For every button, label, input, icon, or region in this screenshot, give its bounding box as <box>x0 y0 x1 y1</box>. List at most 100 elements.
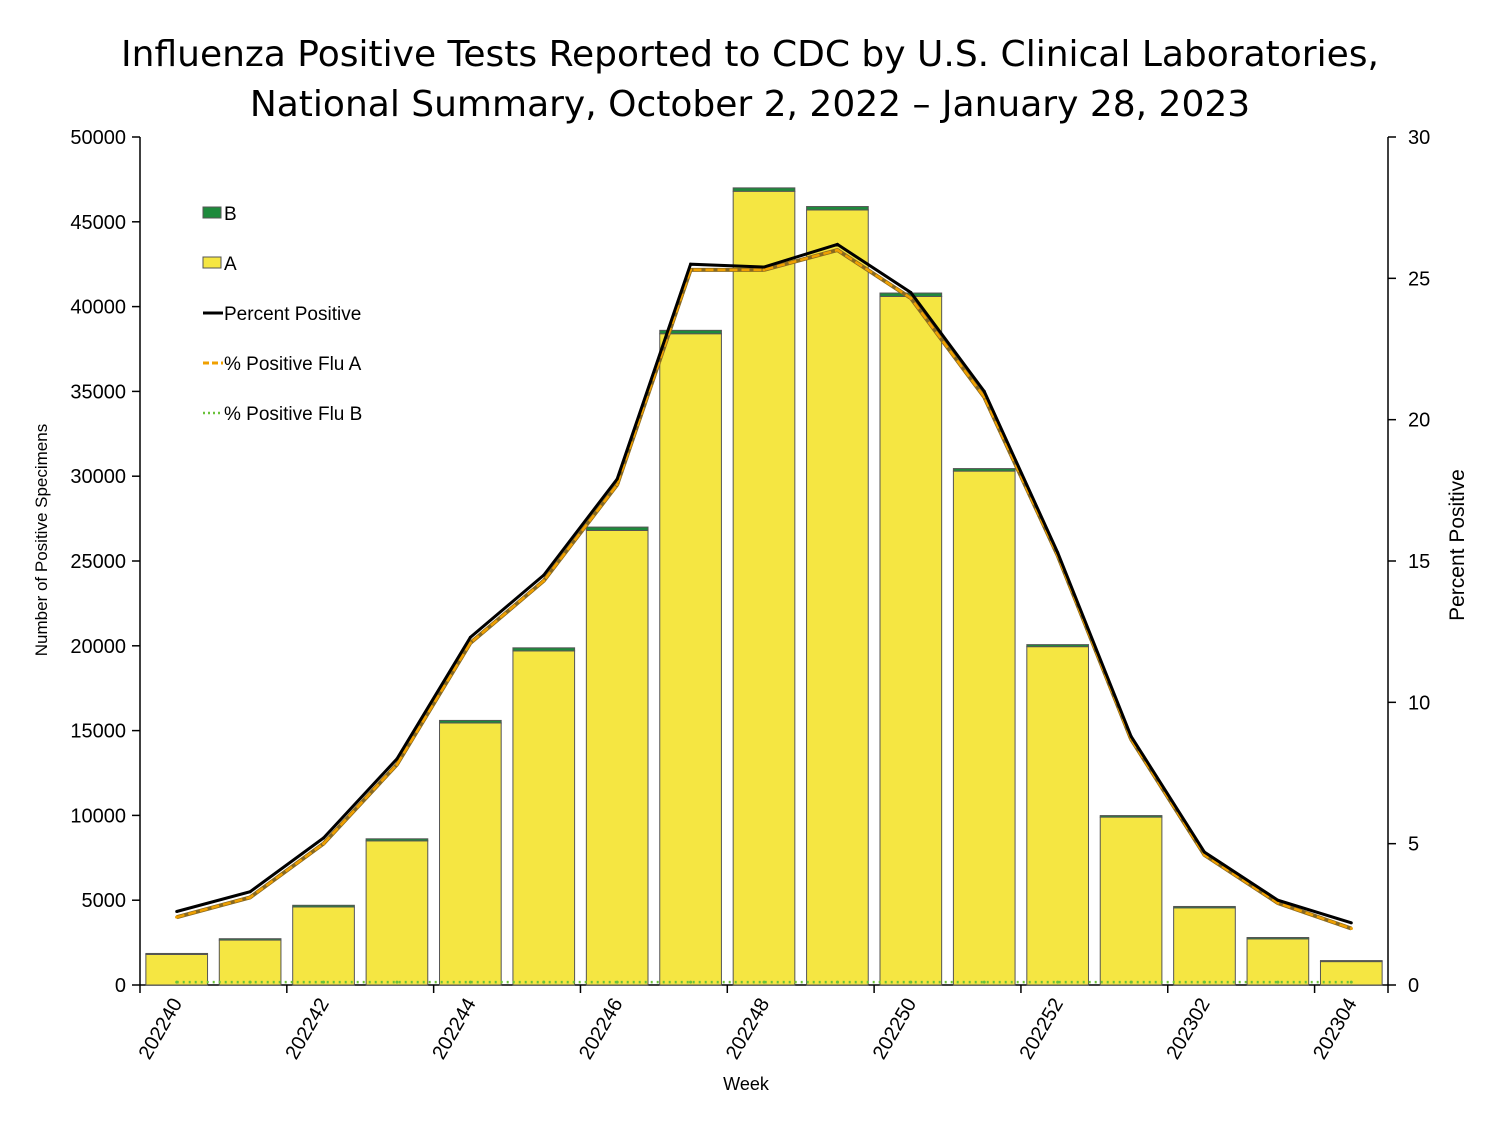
bar-b <box>585 526 649 531</box>
point-percent-positive <box>322 836 326 840</box>
y-right-tick-label: 15 <box>1408 551 1430 573</box>
point-flu-a <box>175 915 179 919</box>
bar-b <box>806 206 869 211</box>
point-flu-b <box>762 980 766 984</box>
y-left-tick-label: 0 <box>115 975 126 997</box>
point-percent-positive <box>1349 921 1353 925</box>
point-flu-b <box>1276 980 1280 984</box>
legend-swatch-a <box>202 256 222 269</box>
y-right-tick-label: 20 <box>1408 410 1430 432</box>
bar-b <box>218 938 282 941</box>
point-flu-b <box>1349 980 1353 984</box>
y-left-tick-label: 15000 <box>70 721 126 743</box>
bar-a <box>952 470 1016 986</box>
point-percent-positive <box>395 757 399 761</box>
bar-a <box>218 939 282 986</box>
x-tick-label: 202304 <box>1309 995 1361 1064</box>
bar-a <box>1246 938 1310 986</box>
point-flu-b <box>1056 980 1060 984</box>
point-percent-positive <box>468 635 472 639</box>
point-percent-positive <box>615 477 619 481</box>
point-flu-a <box>1276 901 1280 905</box>
bar-a <box>1173 907 1236 986</box>
y-left-tick-label: 20000 <box>70 636 126 658</box>
point-percent-positive <box>1276 898 1280 902</box>
legend-swatch-b <box>202 206 222 219</box>
x-tick-label: 202242 <box>281 995 333 1064</box>
bar-b <box>659 329 722 335</box>
point-percent-positive <box>689 262 693 266</box>
point-flu-b <box>395 980 399 984</box>
point-percent-positive <box>248 890 252 894</box>
legend-label: Percent Positive <box>224 304 361 325</box>
y-right-tick-label: 30 <box>1408 127 1430 149</box>
bar-a <box>145 953 209 986</box>
point-flu-b <box>615 980 619 984</box>
y-left-tick-label: 25000 <box>70 551 126 573</box>
chart-title: Influenza Positive Tests Reported to CDC… <box>0 30 1500 130</box>
y-left-tick-label: 30000 <box>70 466 126 488</box>
bar-b <box>145 952 209 955</box>
y-left-tick-label: 40000 <box>70 297 126 319</box>
y-right-tick-label: 25 <box>1408 268 1430 290</box>
bar-a <box>292 906 355 986</box>
bar-a <box>439 722 502 986</box>
legend-label: % Positive Flu A <box>224 354 362 375</box>
y-axis-left-label: Number of Positive Specimens <box>32 424 51 656</box>
x-tick-label: 202248 <box>722 995 774 1064</box>
point-flu-a <box>909 296 913 300</box>
point-flu-a <box>1349 926 1353 930</box>
y-right-tick-label: 10 <box>1408 692 1430 714</box>
point-percent-positive <box>1056 551 1060 555</box>
point-flu-a <box>248 895 252 899</box>
y-left-tick-label: 35000 <box>70 381 126 403</box>
point-flu-b <box>1202 980 1206 984</box>
bar-a <box>732 190 796 986</box>
x-tick-label: 202244 <box>428 995 480 1064</box>
x-tick-label: 202302 <box>1162 995 1214 1064</box>
lines <box>175 242 1353 984</box>
bar-a <box>512 650 576 986</box>
bar-b <box>1099 815 1163 818</box>
x-tick-label: 202246 <box>575 995 627 1064</box>
bar-b <box>365 838 429 842</box>
bar-b <box>1026 644 1089 648</box>
point-percent-positive <box>1202 850 1206 854</box>
y-left-tick-label: 5000 <box>82 890 127 912</box>
point-flu-a <box>468 641 472 645</box>
bar-a <box>659 333 722 986</box>
legend-label: % Positive Flu B <box>224 404 362 425</box>
legend: B A Percent Positive % Positive Flu A % Posi… <box>202 204 362 425</box>
point-percent-positive <box>982 389 986 393</box>
point-flu-b <box>689 980 693 984</box>
y-left-tick-label: 45000 <box>70 212 126 234</box>
point-flu-a <box>395 763 399 767</box>
point-percent-positive <box>835 242 839 246</box>
bar-b <box>1319 960 1383 963</box>
x-axis-label: Week <box>723 1074 770 1094</box>
point-percent-positive <box>909 290 913 294</box>
bar-b <box>1173 905 1236 909</box>
bar-a <box>1099 816 1163 986</box>
point-percent-positive <box>1129 734 1133 738</box>
point-percent-positive <box>542 573 546 577</box>
point-percent-positive <box>762 265 766 269</box>
y-left-tick-label: 10000 <box>70 805 126 827</box>
point-flu-b <box>322 980 326 984</box>
bar-b <box>292 904 355 908</box>
point-flu-b <box>542 980 546 984</box>
x-tick-label: 202252 <box>1016 995 1068 1064</box>
bar-b <box>952 468 1016 472</box>
bar-a <box>1026 646 1089 986</box>
bars <box>145 187 1383 986</box>
point-flu-a <box>322 842 326 846</box>
point-flu-b <box>468 980 472 984</box>
bar-b <box>512 647 576 652</box>
bar-a <box>806 209 869 986</box>
y-axis-right-label: Percent Positive <box>1446 469 1469 621</box>
legend-label: A <box>224 254 237 275</box>
bar-a <box>365 840 429 986</box>
bar-a <box>879 295 943 986</box>
point-flu-b <box>835 980 839 984</box>
